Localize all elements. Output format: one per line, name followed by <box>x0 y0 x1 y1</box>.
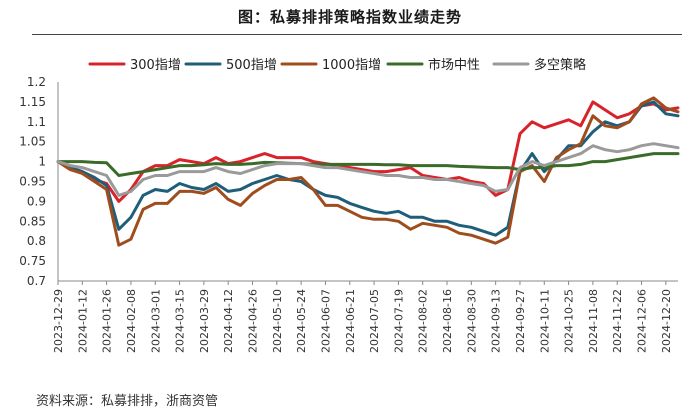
x-tick-label: 2024-10-11 <box>538 289 551 353</box>
x-tick-label: 2024-08-16 <box>441 289 454 353</box>
x-tick-label: 2024-08-02 <box>417 289 430 353</box>
x-tick-label: 2024-03-29 <box>198 289 211 353</box>
y-tick-label: 1.2 <box>27 75 46 89</box>
x-tick-label: 2024-12-20 <box>660 289 673 353</box>
x-tick-label: 2024-05-10 <box>271 289 284 353</box>
y-tick-label: 0.9 <box>27 194 46 208</box>
x-tick-label: 2023-12-29 <box>52 289 65 353</box>
y-tick-label: 0.8 <box>27 234 46 248</box>
series-line-1000指增 <box>56 96 680 247</box>
x-tick-label: 2024-07-19 <box>392 289 405 353</box>
legend-label: 300指增 <box>130 58 181 73</box>
legend-label: 1000指增 <box>322 58 381 73</box>
y-tick-label: 0.95 <box>19 175 46 189</box>
y-tick-label: 0.7 <box>27 274 46 288</box>
y-tick-label: 0.75 <box>19 254 46 268</box>
chart-axes: 0.7 0.75 0.8 0.85 0.9 0.95 1 1.05 1.1 1.15 1.2 2023… <box>19 75 678 353</box>
y-tick-label: 1.15 <box>19 95 46 109</box>
series-line-300指增 <box>56 100 680 203</box>
y-tick-label: 1.1 <box>27 115 46 129</box>
series-line-市场中性 <box>56 152 680 177</box>
x-tick-label: 2024-02-08 <box>125 289 138 353</box>
x-tick-label: 2024-11-08 <box>587 289 600 353</box>
y-tick-label: 0.85 <box>19 214 46 228</box>
x-tick-label: 2024-04-12 <box>222 289 235 353</box>
y-tick-label: 1.05 <box>19 135 46 149</box>
x-tick-label: 2024-10-25 <box>563 289 576 353</box>
series-line-多空策略 <box>56 142 680 197</box>
x-tick-label: 2024-06-21 <box>344 289 357 353</box>
x-tick-label: 2024-03-15 <box>174 289 187 353</box>
title-divider <box>32 34 682 35</box>
source-note: 资料来源：私募排排，浙商资管 <box>36 394 219 409</box>
x-tick-label: 2024-06-07 <box>319 289 332 353</box>
chart-series <box>56 96 680 247</box>
chart-title: 图：私募排排策略指数业绩走势 <box>237 8 462 26</box>
x-tick-label: 2024-01-12 <box>76 289 89 353</box>
x-tick-label: 2024-07-05 <box>368 289 381 353</box>
x-tick-label: 2024-01-26 <box>101 289 114 353</box>
x-tick-label: 2024-11-22 <box>611 289 624 353</box>
y-tick-label: 1 <box>38 155 46 169</box>
x-tick-label: 2024-03-01 <box>149 289 162 353</box>
line-chart: 300指增 500指增 1000指增 市场中性 多空策略 0.70.750.80.850… <box>19 57 680 353</box>
legend-label: 市场中性 <box>428 57 480 73</box>
x-tick-label: 2024-08-30 <box>465 289 478 353</box>
x-tick-label: 2024-09-13 <box>490 289 503 353</box>
x-tick-label: 2024-04-26 <box>247 289 260 353</box>
x-tick-label: 2024-05-24 <box>295 289 308 353</box>
x-tick-label: 2024-09-27 <box>514 289 527 353</box>
legend-label: 500指增 <box>226 58 277 73</box>
chart-legend: 300指增 500指增 1000指增 市场中性 多空策略 <box>88 57 586 73</box>
x-tick-label: 2024-12-06 <box>636 289 649 353</box>
legend-label: 多空策略 <box>534 57 586 73</box>
